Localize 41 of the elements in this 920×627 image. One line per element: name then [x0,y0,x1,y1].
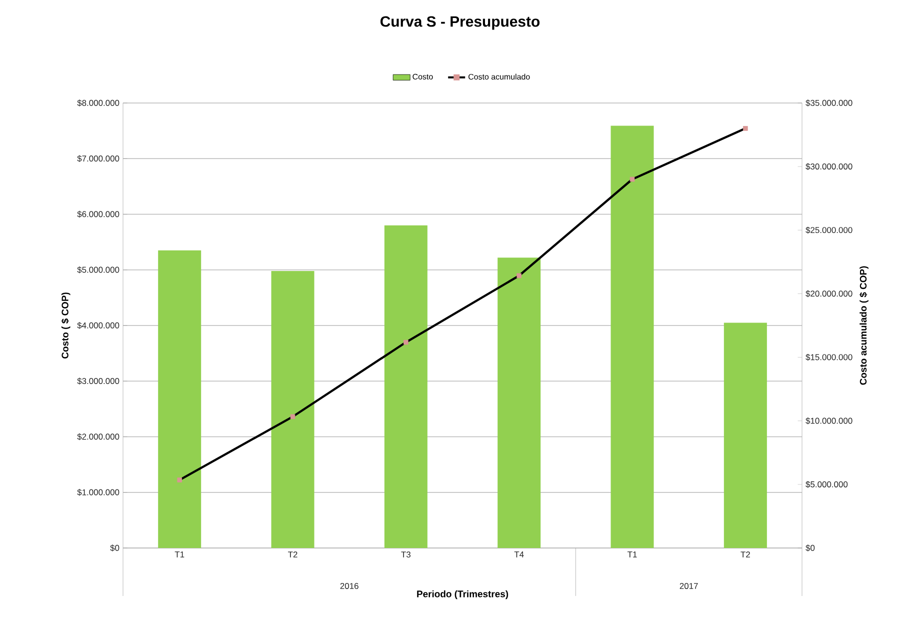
y2-tick-label: $0 [806,544,815,552]
bar [498,258,541,548]
x-tick-label: T2 [740,552,750,558]
bar [271,270,314,548]
y2-tick-label: $5.000.000 [806,480,848,488]
y2-tick-label: $10.000.000 [806,417,852,424]
y2-axis-title: Costo acumulado ( $ COP) [859,266,868,385]
x-tick-label: T4 [514,552,524,558]
y2-tick-label: $30.000.000 [806,163,852,170]
y-tick-label: $4.000.000 [77,322,120,329]
y-tick-label: $8.000.000 [77,100,120,106]
y-tick-label: $3.000.000 [77,378,120,385]
bar [384,225,428,548]
text: 2016 [340,582,358,589]
point [177,478,182,482]
y-tick-label: $5.000.000 [77,266,120,274]
y-axis-title: Costo ( $ COP) [61,292,70,358]
x-tick-label: T2 [288,552,298,558]
x-tick-label: T1 [174,552,184,558]
y-tick-label: $1.000.000 [77,488,120,496]
bar [610,126,654,548]
y2-tick-label: $20.000.000 [806,290,852,298]
x-tick-label: T3 [401,552,411,558]
bar [724,322,767,548]
point [743,126,748,131]
point [404,340,408,345]
text: 2017 [680,582,698,589]
y-tick-label: $2.000.000 [77,433,120,440]
x-axis-title: Periodo (Trimestres) [417,590,508,600]
y-tick-label: $6.000.000 [77,210,120,218]
point [290,414,296,420]
x-tick-label: T1 [628,552,637,558]
point [516,273,522,278]
y2-tick-label: $15.000.000 [806,354,852,361]
y2-tick-label: $35.000.000 [806,100,852,106]
y-tick-label: $7.000.000 [77,155,120,162]
point [630,176,635,182]
bar [158,250,202,548]
y2-tick-label: $25.000.000 [806,226,852,234]
y-tick-label: $0 [110,544,120,552]
chart-title: Curva S - Presupuesto [380,16,540,30]
